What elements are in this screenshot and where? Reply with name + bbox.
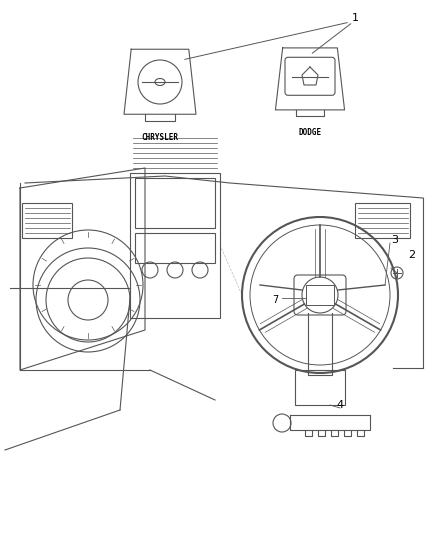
Text: DODGE: DODGE [298,128,321,137]
Bar [22,203,72,238]
Text: 3: 3 [392,235,399,245]
Bar [135,232,215,262]
Text: 7: 7 [272,295,278,305]
Text: 2: 2 [408,250,415,260]
Bar [130,173,220,318]
Text: 4: 4 [336,400,343,410]
Text: CHRYSLER: CHRYSLER [141,133,179,142]
Bar [295,370,345,405]
Bar [306,285,334,305]
Text: 1: 1 [352,13,358,23]
Bar [135,177,215,228]
Bar [355,203,410,238]
